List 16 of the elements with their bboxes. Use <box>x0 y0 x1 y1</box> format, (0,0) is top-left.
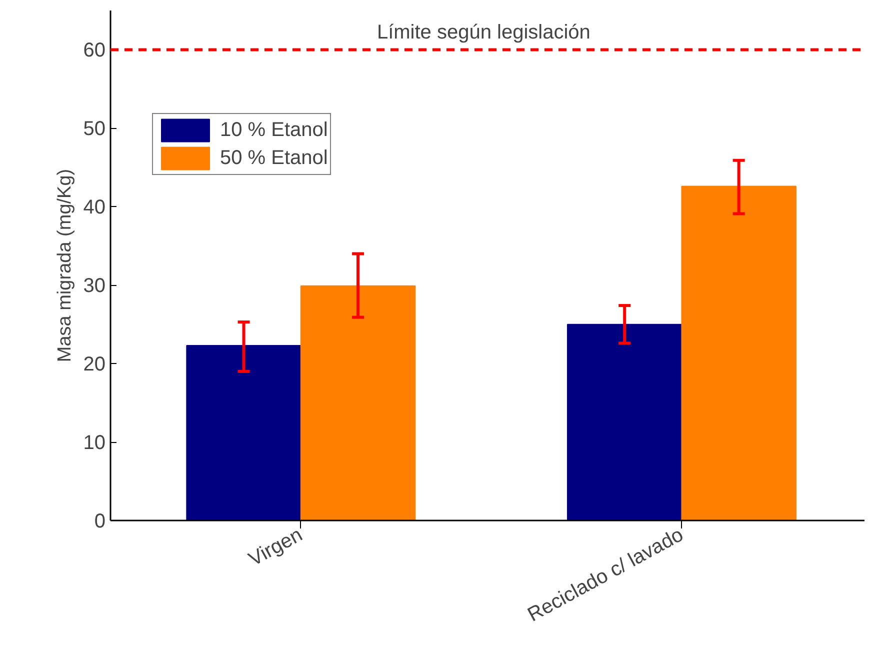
y-tick-label: 40 <box>83 196 106 219</box>
y-tick-label: 30 <box>83 275 106 298</box>
legend-label: 50 % Etanol <box>220 146 328 170</box>
y-tick-label: 0 <box>94 510 106 532</box>
legend-label: 10 % Etanol <box>220 118 328 142</box>
bar <box>300 285 416 520</box>
y-tick-label: 50 <box>83 118 106 140</box>
y-axis-title: Masa migrada (mg/Kg) <box>54 168 76 362</box>
y-tick-label: 20 <box>83 354 106 376</box>
bar <box>566 324 682 520</box>
bar <box>186 345 302 520</box>
ref-line-label: Límite según legislación <box>376 22 590 44</box>
x-tick-label: Virgen <box>245 524 306 571</box>
y-tick-label: 60 <box>83 40 106 62</box>
bar <box>681 186 796 520</box>
y-tick-label: 10 <box>83 432 106 454</box>
